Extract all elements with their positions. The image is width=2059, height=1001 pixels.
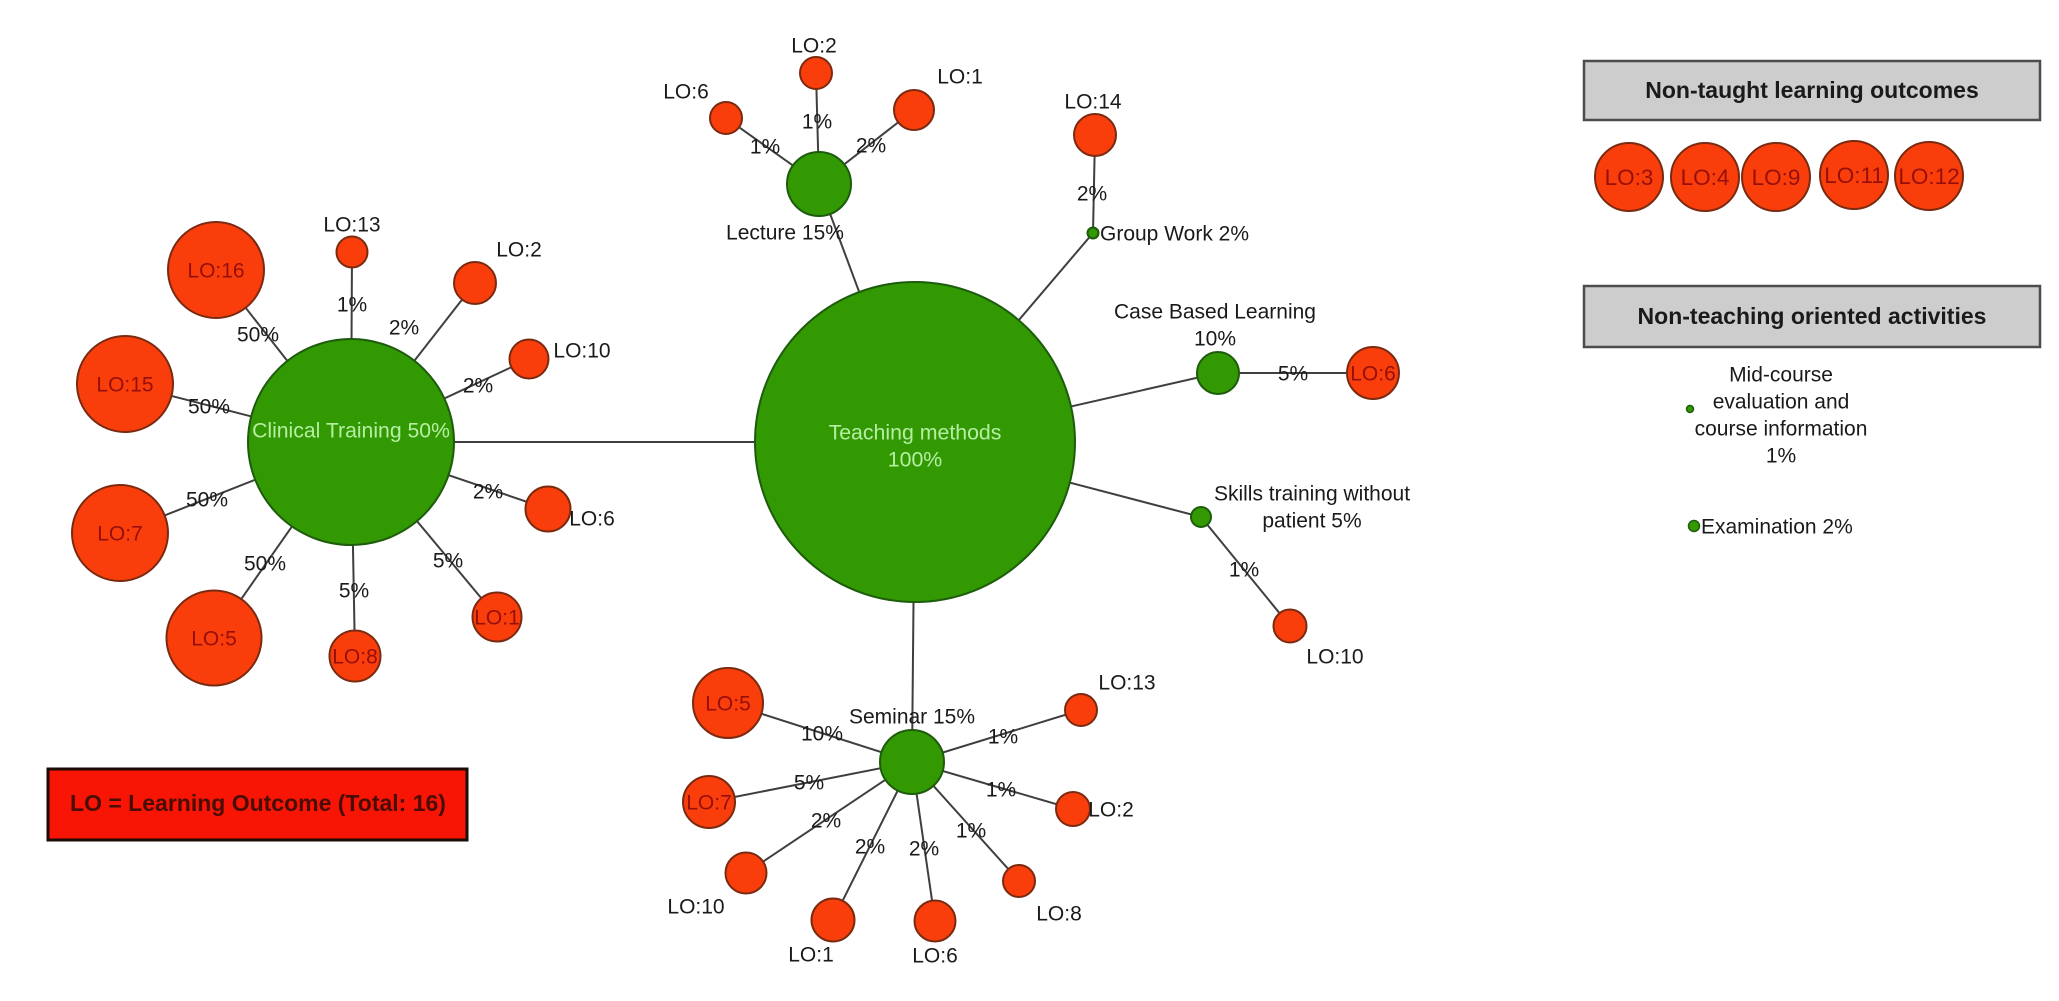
svg-text:LO:6: LO:6 [1350, 362, 1396, 385]
svg-text:LO:8: LO:8 [332, 645, 378, 668]
svg-text:Seminar 15%: Seminar 15% [849, 705, 975, 728]
svg-text:1%: 1% [337, 293, 367, 316]
svg-text:LO:13: LO:13 [1098, 671, 1155, 694]
svg-text:2%: 2% [811, 809, 841, 832]
svg-text:Clinical Training 50%: Clinical Training 50% [252, 419, 450, 442]
svg-text:5%: 5% [339, 579, 369, 602]
svg-text:LO:15: LO:15 [96, 373, 153, 396]
svg-text:LO:5: LO:5 [705, 692, 751, 715]
svg-text:LO:6: LO:6 [912, 944, 958, 967]
svg-text:LO:6: LO:6 [569, 507, 615, 530]
svg-text:5%: 5% [433, 549, 463, 572]
svg-text:1%: 1% [750, 135, 780, 158]
svg-text:course information: course information [1695, 417, 1868, 440]
svg-text:2%: 2% [463, 374, 493, 397]
svg-text:LO:6: LO:6 [663, 80, 709, 103]
svg-text:patient 5%: patient 5% [1262, 509, 1361, 532]
svg-text:Mid-course: Mid-course [1729, 363, 1833, 386]
svg-text:100%: 100% [888, 447, 943, 471]
svg-text:LO:7: LO:7 [97, 522, 143, 545]
svg-text:Group Work 2%: Group Work 2% [1100, 222, 1249, 245]
svg-text:1%: 1% [1766, 444, 1796, 467]
svg-text:LO:10: LO:10 [553, 339, 610, 362]
svg-text:Skills training without: Skills training without [1214, 482, 1410, 505]
svg-text:1%: 1% [986, 778, 1016, 801]
svg-text:1%: 1% [1229, 558, 1259, 581]
svg-text:LO:16: LO:16 [187, 259, 244, 282]
svg-text:LO:4: LO:4 [1681, 165, 1730, 190]
svg-text:50%: 50% [188, 395, 230, 418]
svg-text:1%: 1% [956, 819, 986, 842]
svg-text:evaluation and: evaluation and [1713, 390, 1850, 413]
svg-text:10%: 10% [801, 722, 843, 745]
svg-text:5%: 5% [794, 771, 824, 794]
svg-text:LO:3: LO:3 [1605, 165, 1654, 190]
svg-text:5%: 5% [1278, 362, 1308, 385]
svg-text:Examination 2%: Examination 2% [1701, 515, 1853, 538]
svg-text:LO:2: LO:2 [496, 238, 542, 261]
svg-text:Teaching methods: Teaching methods [829, 420, 1002, 444]
svg-text:LO:9: LO:9 [1752, 165, 1801, 190]
svg-text:Case Based Learning: Case Based Learning [1114, 300, 1316, 323]
svg-text:1%: 1% [988, 725, 1018, 748]
svg-text:LO:2: LO:2 [791, 34, 837, 57]
svg-text:LO:7: LO:7 [686, 791, 732, 814]
svg-text:Lecture 15%: Lecture 15% [726, 221, 844, 244]
svg-text:LO:1: LO:1 [788, 943, 834, 966]
svg-text:LO:2: LO:2 [1088, 798, 1134, 821]
svg-text:LO:5: LO:5 [191, 627, 237, 650]
svg-text:50%: 50% [244, 552, 286, 575]
svg-text:LO:10: LO:10 [1306, 645, 1363, 668]
svg-text:LO:8: LO:8 [1036, 902, 1082, 925]
svg-text:1%: 1% [802, 110, 832, 133]
svg-text:LO = Learning Outcome (Total:: LO = Learning Outcome (Total: 16) [70, 790, 446, 816]
svg-text:2%: 2% [856, 134, 886, 157]
svg-text:50%: 50% [186, 488, 228, 511]
svg-text:10%: 10% [1194, 327, 1236, 350]
svg-text:Non-teaching oriented activiti: Non-teaching oriented activities [1638, 303, 1987, 329]
svg-text:Non-taught learning outcomes: Non-taught learning outcomes [1645, 77, 1979, 103]
svg-text:2%: 2% [473, 480, 503, 503]
svg-text:LO:14: LO:14 [1064, 90, 1122, 113]
svg-text:2%: 2% [389, 316, 419, 339]
svg-text:2%: 2% [855, 835, 885, 858]
svg-text:LO:1: LO:1 [474, 606, 520, 629]
svg-text:LO:13: LO:13 [323, 213, 380, 236]
svg-text:LO:10: LO:10 [667, 895, 724, 918]
svg-text:50%: 50% [237, 323, 279, 346]
svg-text:LO:1: LO:1 [937, 65, 983, 88]
svg-text:2%: 2% [909, 837, 939, 860]
svg-text:2%: 2% [1077, 182, 1107, 205]
svg-text:LO:12: LO:12 [1898, 164, 1959, 189]
svg-text:LO:11: LO:11 [1824, 163, 1884, 188]
